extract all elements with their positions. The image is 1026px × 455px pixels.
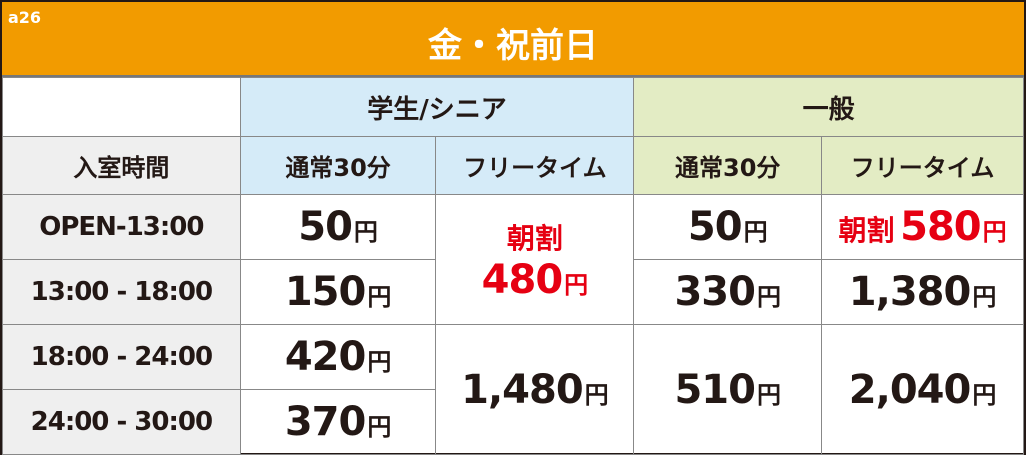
table-row: 13:00 - 18:00 150円 330円 1,380円 [2,259,1024,325]
col-student-normal: 通常30分 [239,136,437,195]
col-general-free: フリータイム [821,136,1024,195]
table-row: 18:00 - 24:00 420円 1,480円 510円 2,040円 [2,324,1024,455]
time-label: 13:00 - 18:00 [2,259,241,325]
price-cell: 50円 [239,194,437,260]
price-cell: 150円 [239,259,437,325]
morning-price-cell: 朝割 580円 [821,194,1024,260]
table-code: a26 [8,8,42,27]
time-label: 24:00 - 30:00 [2,389,241,455]
col-student-free: フリータイム [435,136,635,195]
col-time: 入室時間 [2,136,241,195]
time-label: 18:00 - 24:00 [2,324,241,390]
empty-corner [2,77,241,137]
price-cell: 510円 [633,324,823,455]
page-title: 金・祝前日 [428,26,598,66]
price-cell: 1,380円 [821,259,1024,325]
price-cell: 330円 [633,259,823,325]
table-row: OPEN-13:00 50円 朝割 480円 50円 朝割 580円 [2,194,1024,325]
table-row: 24:00 - 30:00 370円 [2,389,1024,455]
time-label: OPEN-13:00 [2,194,241,260]
group-student: 学生/シニア [239,77,635,137]
header-bar: a26 金・祝前日 [2,2,1024,77]
price-cell: 1,480円 [435,324,635,455]
price-cell: 420円 [239,324,437,390]
price-cell: 370円 [239,389,437,455]
col-general-normal: 通常30分 [633,136,823,195]
group-general: 一般 [633,77,1024,137]
morning-price-cell: 朝割 480円 [435,194,635,325]
price-table: 学生/シニア 一般 入室時間 通常30分 フリータイム 通常30分 フリータイム… [2,77,1024,455]
price-cell: 50円 [633,194,823,260]
price-cell: 2,040円 [821,324,1024,455]
